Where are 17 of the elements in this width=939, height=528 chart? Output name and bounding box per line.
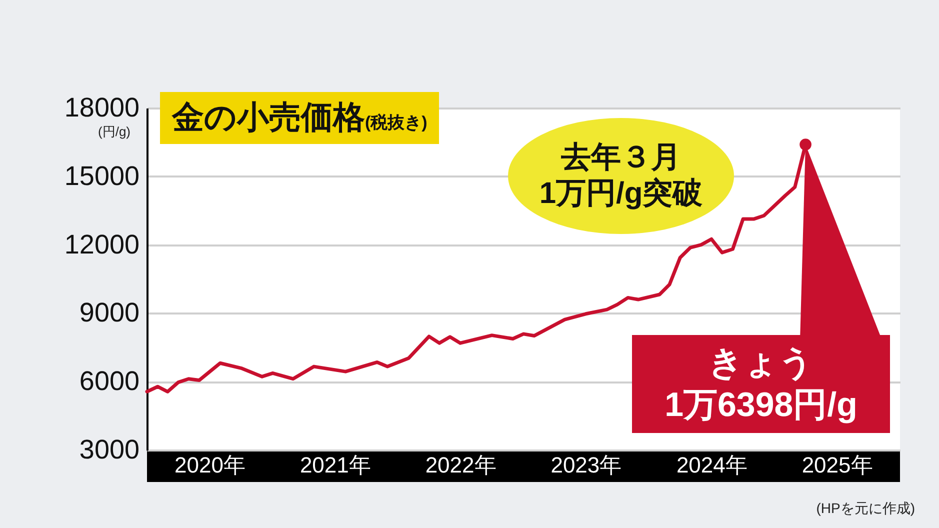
text: (HPを元に作成) — [816, 500, 915, 518]
x-tick-label: 2025年 — [802, 452, 873, 478]
x-tick-label: 2024年 — [676, 452, 748, 478]
y-tick-label: 18000 — [64, 92, 140, 122]
x-tick-label: 2021年 — [300, 452, 371, 478]
y-tick-label: 3000 — [79, 434, 140, 464]
annotation: きょう 1万6398円/g — [632, 335, 890, 433]
x-tick-label: 2023年 — [550, 452, 622, 478]
annotation: 去年３月 1万円/g突破 — [508, 118, 734, 234]
y-tick-label: 15000 — [64, 160, 140, 191]
y-tick-label: 9000 — [79, 298, 140, 328]
x-tick-label: 2022年 — [425, 452, 496, 478]
y-axis-title: (円/g) — [98, 123, 130, 141]
x-tick-label: 2020年 — [174, 452, 246, 478]
chart-title: 金の小売価格(税抜き) — [160, 92, 440, 144]
y-tick-label: 6000 — [79, 366, 140, 396]
y-tick-label: 12000 — [64, 229, 140, 260]
